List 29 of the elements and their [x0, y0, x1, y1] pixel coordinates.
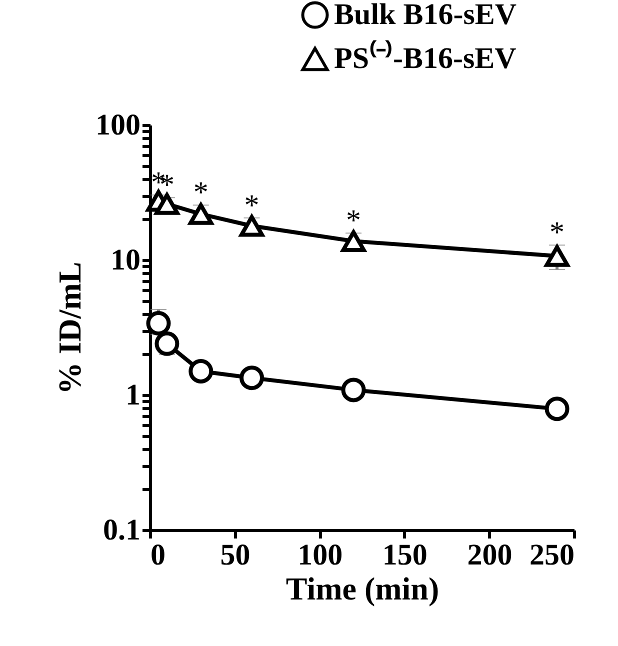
- point: [240, 214, 264, 237]
- y-axis-title: % ID/mL: [52, 262, 88, 394]
- point: [146, 311, 171, 336]
- legend-label: PS⁽⁻⁾-B16-sEV: [334, 40, 517, 75]
- point: [341, 230, 366, 252]
- y-tick-label: 1: [126, 378, 140, 412]
- x-tick-label: 150: [382, 538, 428, 572]
- x-tick-label: 50: [220, 538, 250, 572]
- point: [240, 366, 264, 390]
- y-tick-label: 10: [110, 244, 140, 276]
- x-tick-label: 250: [530, 538, 574, 572]
- annotation: *: [346, 204, 362, 238]
- point: [544, 245, 570, 267]
- point: [154, 193, 180, 215]
- annotation: *: [193, 176, 208, 210]
- legend-label: Bulk B16-sEV: [334, 0, 517, 31]
- y-tick-label: 100: [96, 108, 140, 142]
- annotation: *: [244, 188, 260, 222]
- x-tick-label: 0: [150, 538, 166, 572]
- x-tick-label: 100: [298, 538, 343, 572]
- annotation: *: [550, 216, 565, 250]
- point: [544, 396, 570, 422]
- point: [188, 203, 214, 225]
- y-tick-label: 0.1: [103, 514, 140, 546]
- x-tick-label: 200: [467, 538, 512, 572]
- point: [341, 378, 366, 402]
- x-axis-title: Time (min): [286, 570, 440, 606]
- point: [188, 359, 214, 384]
- point: [154, 331, 180, 356]
